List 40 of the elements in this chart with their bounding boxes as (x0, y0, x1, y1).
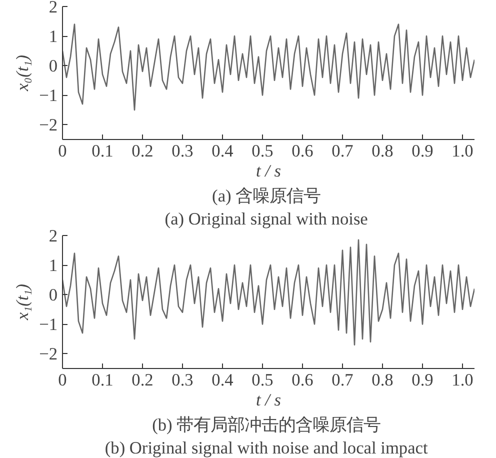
y-tick-label: −1 (39, 315, 58, 334)
y-axis-title: x₀(t₁) (13, 54, 32, 92)
line-series (62, 24, 474, 111)
x-tick-label: 0.8 (372, 370, 394, 390)
x-tick-label: 0.4 (212, 142, 234, 160)
x-tick-label: 0.7 (332, 370, 354, 390)
text: (a) Original signal with noise (164, 210, 368, 228)
x-tick-label: 0.9 (412, 370, 434, 390)
y-tick-label: 2 (48, 226, 58, 246)
x-tick-label: 0.5 (252, 370, 274, 390)
y-tick-label: 0 (48, 286, 58, 305)
text: (a) 含噪原信号 (212, 186, 321, 206)
x-tick-label: 1.0 (452, 370, 474, 390)
y-tick-label: 1 (48, 27, 58, 46)
x-tick-label: 0.7 (332, 142, 354, 160)
x-tick-label: 0.5 (252, 142, 274, 160)
x-tick-label: 0.9 (412, 142, 434, 160)
text: (b) 带有局部冲击的含噪原信号 (152, 416, 381, 434)
x-tick-label: 0.1 (92, 370, 114, 390)
y-axis-title: x₁(t₁) (13, 284, 32, 322)
line-series (62, 239, 474, 346)
y-tick-label: 0 (48, 56, 58, 76)
x-tick-label: 0.8 (372, 142, 394, 160)
x-tick-label: 0.2 (132, 142, 154, 160)
x-tick-label: 0.1 (92, 142, 114, 160)
y-tick-label: −1 (39, 86, 58, 106)
x-axis-title: t / s (256, 390, 282, 410)
x-tick-label: 0.4 (212, 370, 234, 390)
y-tick-label: −2 (39, 116, 58, 135)
y-tick-label: −2 (39, 344, 58, 364)
x-tick-label: 0.6 (292, 142, 314, 160)
y-tick-label: 1 (48, 256, 58, 276)
x-tick-label: 0.3 (172, 142, 194, 160)
x-tick-label: 1.0 (452, 142, 474, 160)
x-tick-label: 0.2 (132, 370, 154, 390)
y-tick-label: 2 (48, 0, 58, 16)
x-axis-title: t / s (256, 162, 282, 180)
x-tick-label: 0.3 (172, 370, 194, 390)
x-tick-label: 0.6 (292, 370, 314, 390)
text: (b) Original signal with noise and local impact (104, 438, 428, 458)
